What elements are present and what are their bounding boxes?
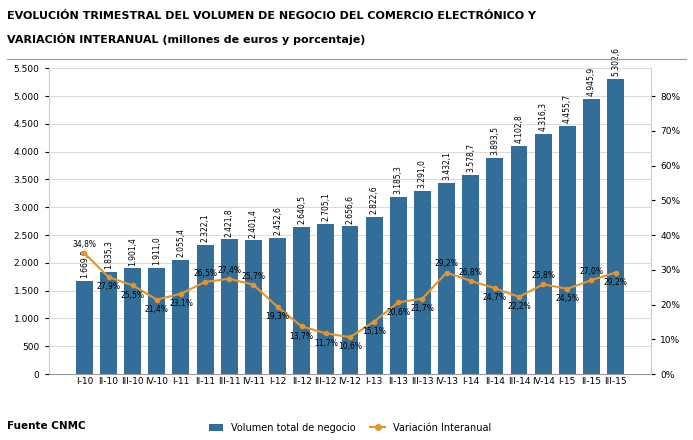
Text: 25,8%: 25,8% xyxy=(532,271,555,280)
Text: 2.421,8: 2.421,8 xyxy=(225,208,234,237)
Text: 21,4%: 21,4% xyxy=(145,305,168,314)
Text: 5.302,6: 5.302,6 xyxy=(611,48,620,77)
Text: 24,7%: 24,7% xyxy=(483,293,507,302)
Bar xyxy=(221,239,238,374)
Bar xyxy=(269,238,286,374)
Text: 21,7%: 21,7% xyxy=(410,304,435,313)
Bar xyxy=(559,126,576,374)
Text: 1.835,3: 1.835,3 xyxy=(104,240,113,269)
Text: 34,8%: 34,8% xyxy=(72,240,96,249)
Text: 27,4%: 27,4% xyxy=(217,266,241,275)
Text: 3.432,1: 3.432,1 xyxy=(442,151,451,180)
Text: 23,1%: 23,1% xyxy=(169,299,193,308)
Text: 10,6%: 10,6% xyxy=(338,342,362,352)
Bar xyxy=(607,79,624,374)
Legend: Volumen total de negocio, Variación Interanual: Volumen total de negocio, Variación Inte… xyxy=(205,418,495,436)
Bar xyxy=(583,99,600,374)
Bar xyxy=(511,146,527,374)
Bar xyxy=(486,158,503,374)
Text: 3.185,3: 3.185,3 xyxy=(394,165,403,194)
Bar xyxy=(173,260,189,374)
Text: 27,0%: 27,0% xyxy=(579,267,604,276)
Bar xyxy=(148,268,165,374)
Text: 1.901,4: 1.901,4 xyxy=(128,237,137,265)
Text: 25,5%: 25,5% xyxy=(121,290,145,300)
Text: 27,9%: 27,9% xyxy=(96,282,121,291)
Text: 4.455,7: 4.455,7 xyxy=(563,94,572,124)
Bar xyxy=(414,191,431,374)
Bar xyxy=(389,197,407,374)
Text: 24,5%: 24,5% xyxy=(555,294,579,303)
Text: 2.640,5: 2.640,5 xyxy=(297,195,306,224)
Text: 29,2%: 29,2% xyxy=(604,278,627,287)
Text: 2.705,1: 2.705,1 xyxy=(322,192,331,221)
Text: 2.452,6: 2.452,6 xyxy=(273,206,282,235)
Bar xyxy=(317,224,334,374)
Text: 15,1%: 15,1% xyxy=(362,327,386,336)
Text: 26,8%: 26,8% xyxy=(459,268,482,277)
Bar xyxy=(197,245,213,374)
Bar xyxy=(342,226,358,374)
Bar xyxy=(100,272,117,374)
Bar xyxy=(462,175,479,374)
Text: 4.102,8: 4.102,8 xyxy=(514,114,523,143)
Bar xyxy=(366,217,383,374)
Bar xyxy=(535,134,552,374)
Text: 29,2%: 29,2% xyxy=(435,259,459,268)
Text: 3.291,0: 3.291,0 xyxy=(418,159,427,188)
Text: EVOLUCIÓN TRIMESTRAL DEL VOLUMEN DE NEGOCIO DEL COMERCIO ELECTRÓNICO Y: EVOLUCIÓN TRIMESTRAL DEL VOLUMEN DE NEGO… xyxy=(7,11,536,21)
Bar xyxy=(438,183,455,374)
Text: 2.055,4: 2.055,4 xyxy=(177,228,186,257)
Text: 2.401,4: 2.401,4 xyxy=(249,209,258,238)
Text: 2.822,6: 2.822,6 xyxy=(369,186,378,214)
Text: 13,7%: 13,7% xyxy=(290,332,314,341)
Text: 2.656,6: 2.656,6 xyxy=(346,194,354,224)
Text: 1.911,0: 1.911,0 xyxy=(152,236,161,265)
Text: 3.893,5: 3.893,5 xyxy=(491,126,500,155)
Text: 4.316,3: 4.316,3 xyxy=(538,102,547,131)
Text: 4.945,9: 4.945,9 xyxy=(587,67,596,96)
Text: 26,5%: 26,5% xyxy=(193,269,217,278)
Bar xyxy=(245,241,262,374)
Text: 3.578,7: 3.578,7 xyxy=(466,143,475,172)
Text: 19,3%: 19,3% xyxy=(265,312,290,321)
Text: 22,2%: 22,2% xyxy=(507,302,531,311)
Text: 1.669,9: 1.669,9 xyxy=(80,249,89,279)
Bar xyxy=(76,281,93,374)
Text: 25,7%: 25,7% xyxy=(241,271,265,281)
Bar xyxy=(124,268,141,374)
Text: VARIACIÓN INTERANUAL (millones de euros y porcentaje): VARIACIÓN INTERANUAL (millones de euros … xyxy=(7,33,365,45)
Text: Fuente CNMC: Fuente CNMC xyxy=(7,421,85,431)
Text: 2.322,1: 2.322,1 xyxy=(200,213,209,242)
Bar xyxy=(293,227,310,374)
Text: 20,6%: 20,6% xyxy=(386,308,410,317)
Text: 11,7%: 11,7% xyxy=(314,338,337,348)
